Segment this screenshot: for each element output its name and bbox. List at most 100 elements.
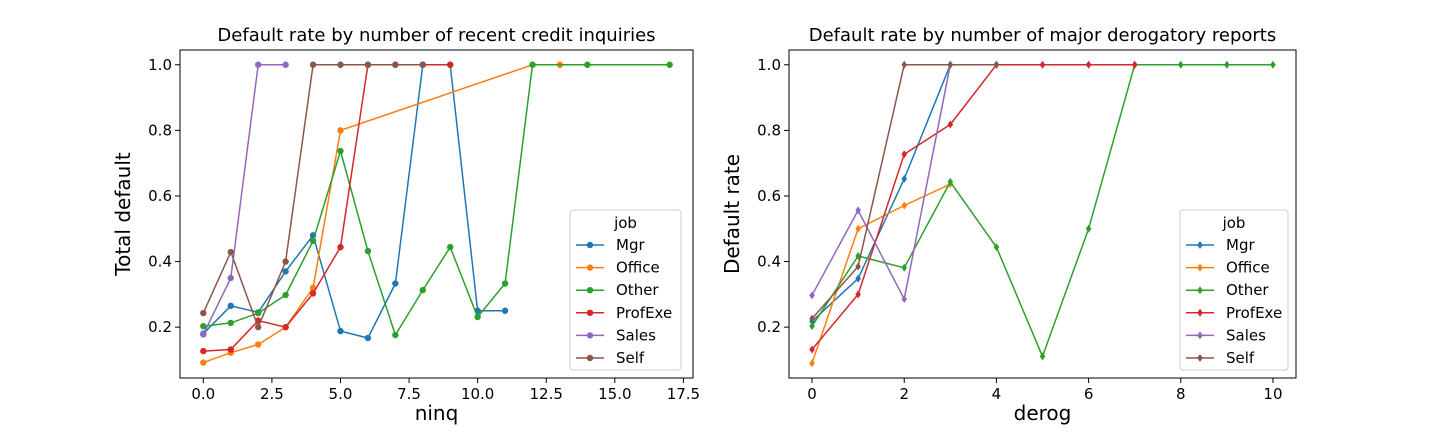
data-point xyxy=(1085,60,1092,69)
data-point xyxy=(855,224,861,233)
data-point xyxy=(392,331,399,339)
legend-swatch-marker xyxy=(1197,263,1203,272)
data-point xyxy=(1039,60,1046,69)
chart-2: Default rate by number of major derogato… xyxy=(720,25,1297,425)
data-point xyxy=(855,274,861,283)
chart-1: Default rate by number of recent credit … xyxy=(111,25,700,425)
data-point xyxy=(993,243,1000,252)
series-office xyxy=(809,180,954,368)
legend-label-sales: Sales xyxy=(1226,326,1266,344)
data-point xyxy=(1085,224,1092,233)
data-point xyxy=(282,61,289,68)
data-point xyxy=(200,347,207,355)
x-tick-label: 2 xyxy=(899,385,909,403)
y-tick-label: 1.0 xyxy=(757,56,781,74)
series-self xyxy=(200,61,426,331)
data-point xyxy=(901,201,908,210)
data-point xyxy=(282,291,289,299)
data-point xyxy=(309,237,317,245)
series-line xyxy=(811,64,952,300)
data-point xyxy=(227,319,234,327)
x-tick-label: 5.0 xyxy=(329,385,353,403)
legend: job Mgr Office Other ProfExe Sales Self xyxy=(1179,209,1289,371)
data-point xyxy=(901,60,908,69)
data-point xyxy=(254,309,262,317)
data-point xyxy=(947,60,954,69)
data-point xyxy=(855,251,861,260)
y-tick-label: 0.8 xyxy=(757,121,781,139)
series-sales xyxy=(200,61,289,338)
x-tick-label: 10 xyxy=(1263,385,1282,403)
data-point xyxy=(809,322,815,331)
x-tick-label: 6 xyxy=(1084,385,1094,403)
series-line xyxy=(202,64,506,339)
data-point xyxy=(200,309,207,317)
legend-title: job xyxy=(1222,214,1246,232)
data-point xyxy=(584,61,591,68)
data-point xyxy=(364,247,372,255)
data-point xyxy=(993,60,1000,69)
plot-frame xyxy=(179,49,694,379)
data-point xyxy=(200,359,207,366)
data-point xyxy=(809,291,815,300)
data-point xyxy=(364,61,372,68)
data-point xyxy=(1131,60,1138,69)
data-point xyxy=(309,290,317,297)
legend-frame xyxy=(569,209,682,371)
data-point xyxy=(227,248,234,256)
legend-label-self: Self xyxy=(616,349,645,367)
series-mgr xyxy=(809,60,1000,326)
y-tick-label: 0.2 xyxy=(148,318,172,336)
legend-swatch-marker xyxy=(1197,308,1203,317)
data-point xyxy=(1039,352,1046,361)
data-point xyxy=(309,61,317,68)
y-tick-label: 0.8 xyxy=(148,121,172,139)
legend: job Mgr Office Other ProfExe Sales Self xyxy=(569,209,682,371)
data-point xyxy=(947,120,954,129)
data-point xyxy=(392,280,399,287)
x-tick-label: 7.5 xyxy=(397,385,421,403)
x-tick-label: 4 xyxy=(992,385,1002,403)
legend-label-profexe: ProfExe xyxy=(1226,304,1282,322)
data-point xyxy=(254,61,262,68)
legend-label-other: Other xyxy=(1226,281,1269,299)
data-point xyxy=(337,243,344,251)
legend-swatch-marker xyxy=(1197,241,1203,249)
legend-swatch-marker xyxy=(586,332,594,339)
data-point xyxy=(474,313,481,321)
data-point xyxy=(447,243,454,251)
x-tick-label: 12.5 xyxy=(530,385,563,403)
data-point xyxy=(809,314,815,323)
legend-title: job xyxy=(613,214,637,232)
legend-swatch-marker xyxy=(586,309,594,316)
data-point xyxy=(901,294,908,303)
x-tick-label: 17.5 xyxy=(667,385,700,403)
data-point xyxy=(809,345,815,354)
data-point xyxy=(501,280,509,287)
y-tick-label: 0.4 xyxy=(757,253,781,271)
data-point xyxy=(337,61,344,68)
data-point xyxy=(855,206,861,215)
legend-label-other: Other xyxy=(616,281,659,299)
data-point xyxy=(282,323,289,331)
data-point xyxy=(227,346,234,353)
chart-title: Default rate by number of recent credit … xyxy=(217,25,655,46)
data-point xyxy=(447,61,454,68)
x-tick-label: 10.0 xyxy=(461,385,494,403)
legend-swatch-marker xyxy=(586,264,594,271)
y-tick-label: 1.0 xyxy=(148,56,172,74)
data-point xyxy=(947,177,954,186)
legend-label-office: Office xyxy=(1226,259,1270,277)
series-sales xyxy=(809,60,954,303)
data-point xyxy=(901,150,908,159)
series-line xyxy=(811,183,951,364)
legend-swatch-marker xyxy=(586,354,594,362)
data-point xyxy=(337,327,344,335)
legend-swatch-marker xyxy=(1197,354,1203,362)
data-point xyxy=(254,341,262,348)
legend-frame xyxy=(1179,209,1289,371)
legend-swatch-marker xyxy=(586,241,594,249)
x-tick-label: 15.0 xyxy=(598,385,631,403)
data-point xyxy=(364,334,372,342)
